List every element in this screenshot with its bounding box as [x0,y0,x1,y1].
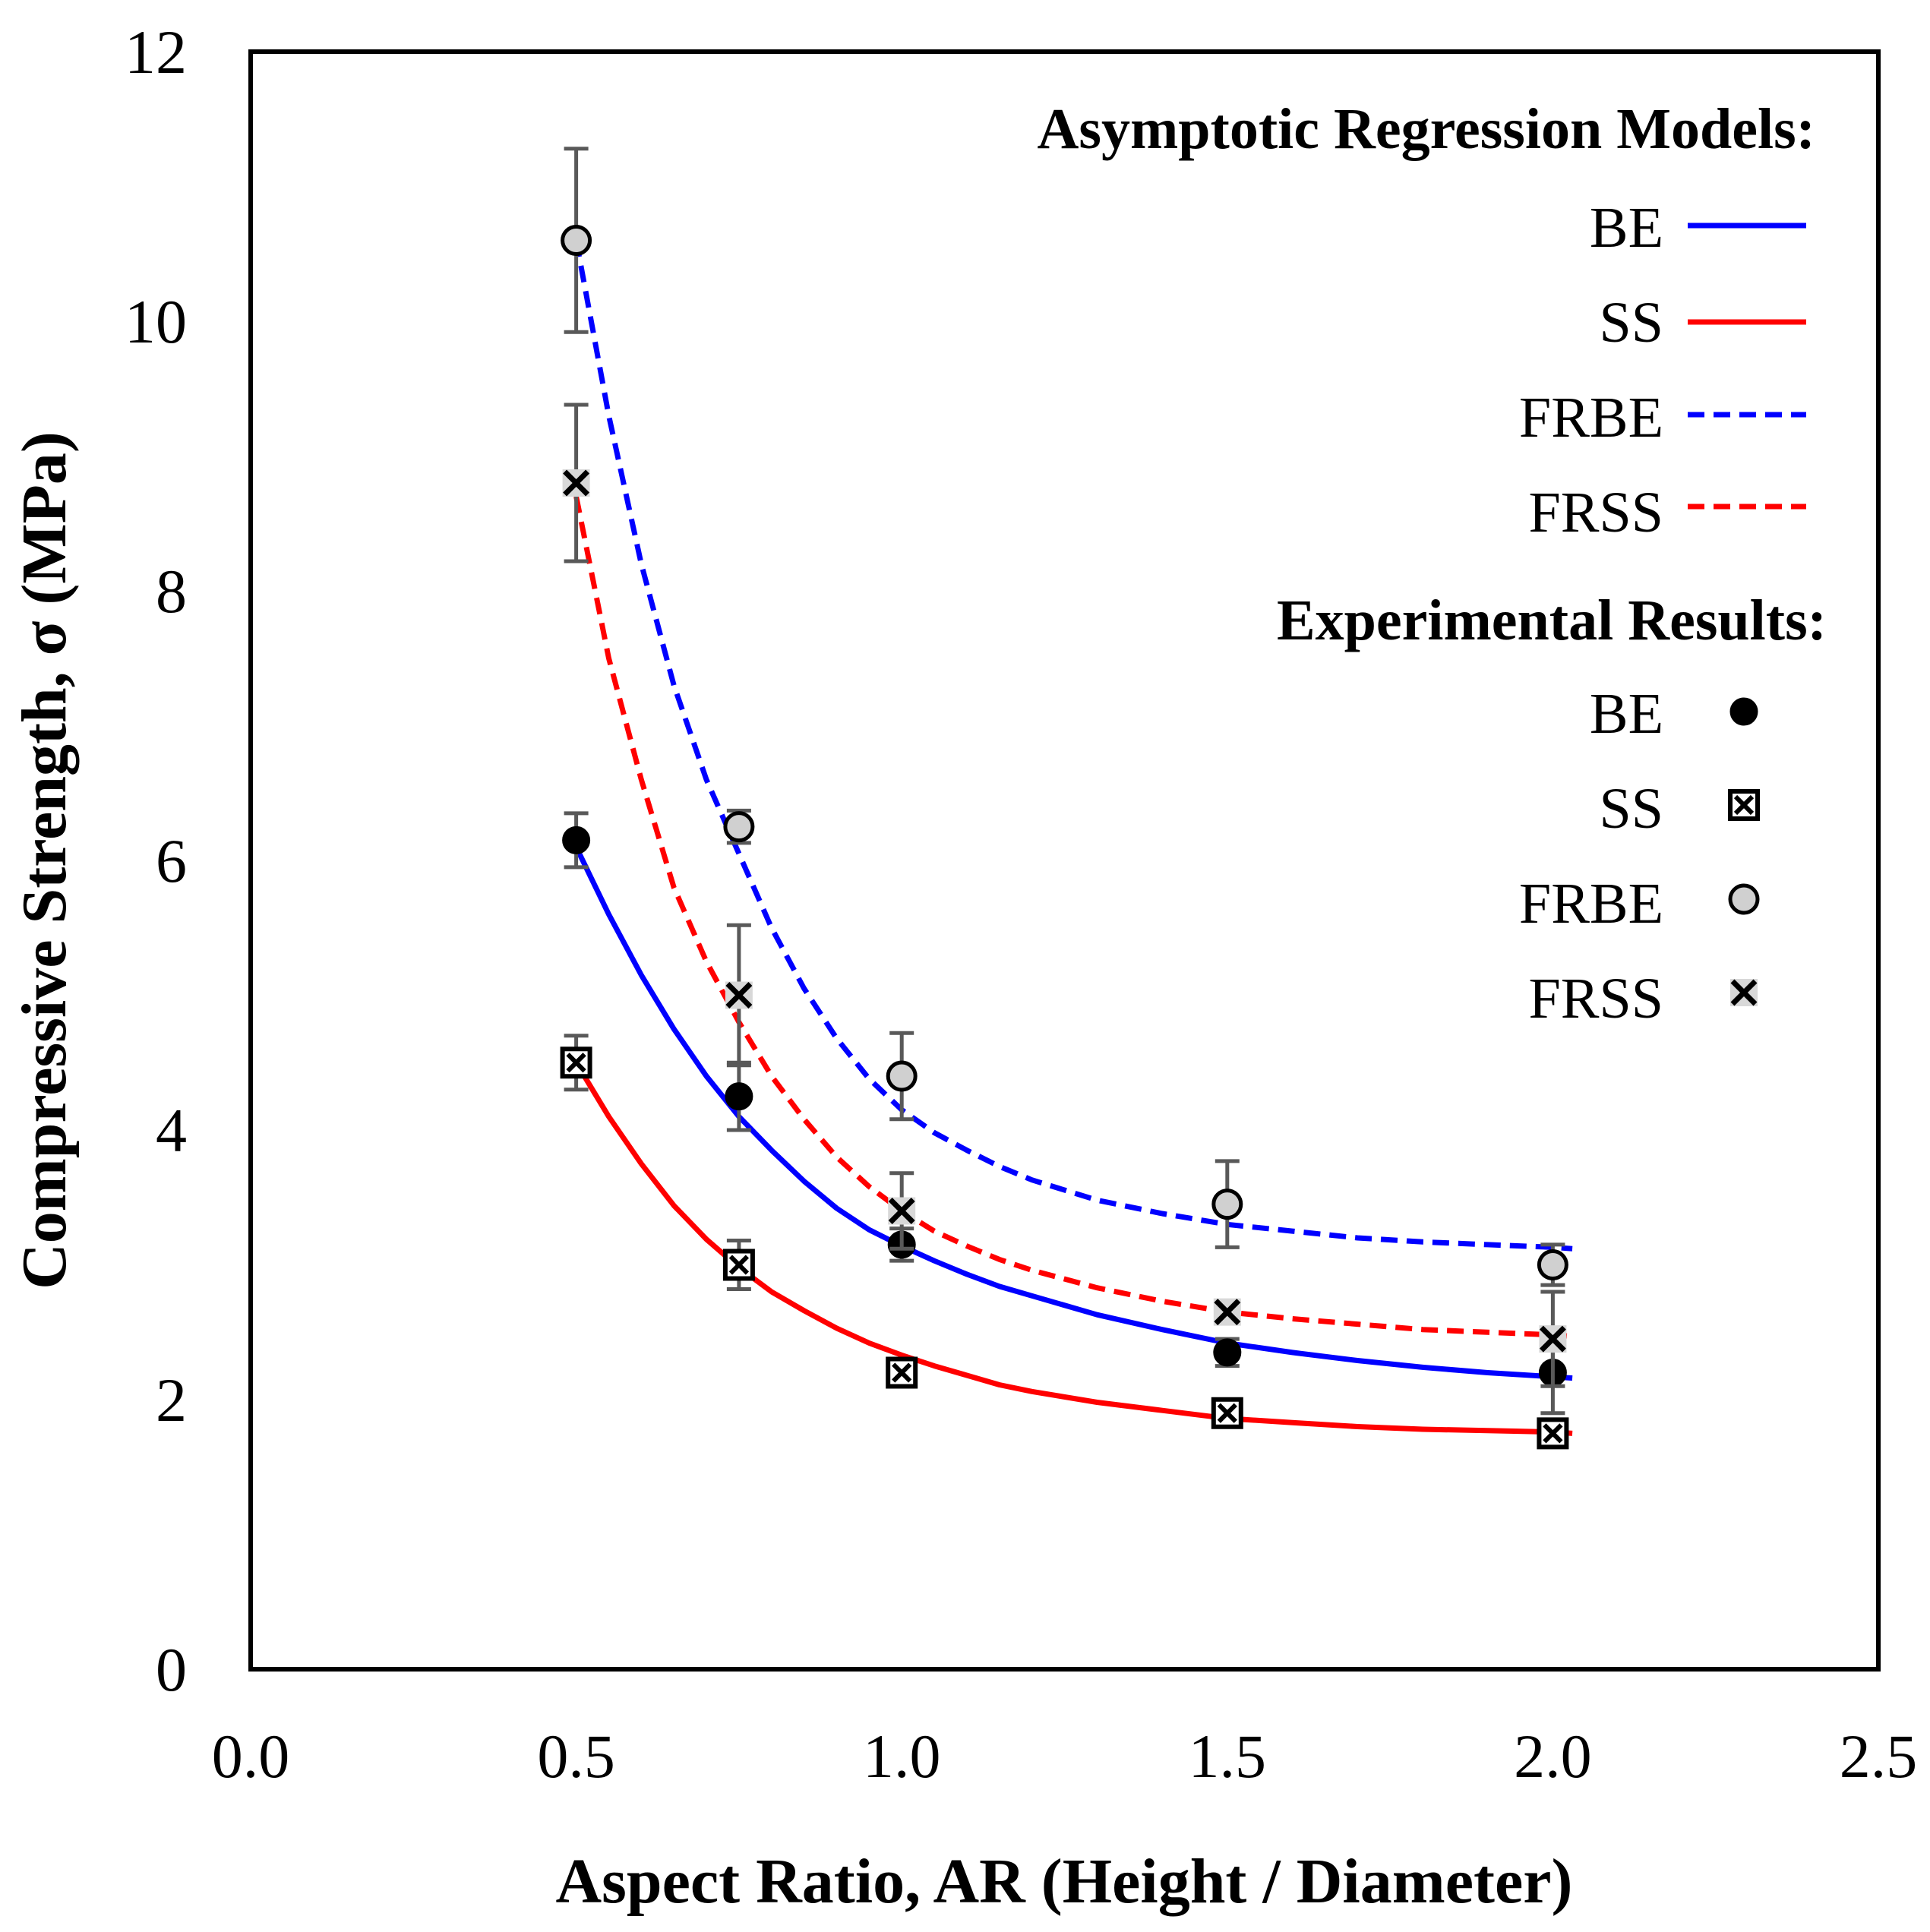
legend-result-frss-marker [1730,979,1758,1006]
x-tick-label-0: 0.0 [212,1722,290,1791]
legend-results-heading: Experimental Results: [1277,589,1827,652]
legend-model-ss-label: SS [1599,291,1663,355]
legend-result-be-marker-shape [1729,697,1758,726]
exp-frbe-point-4 [1537,1249,1568,1280]
exp-be-point-0 [562,826,591,854]
legend-model-frbe-label: FRBE [1519,386,1663,450]
exp-frss-point-1 [725,981,753,1009]
exp-be-point-1-shape [725,1082,753,1111]
exp-frss-point-4-cross [1539,1325,1566,1353]
exp-ss-point-0-cross [566,1053,586,1073]
x-tick-label-4: 2.0 [1514,1722,1592,1791]
tick-layer: 0.0 0.5 1.0 1.5 2.0 2.5 0 2 4 6 8 10 12 [125,17,1917,1791]
x-tick-label-1: 0.5 [537,1722,615,1791]
exp-frbe-point-4-shape [1537,1249,1568,1280]
legend-result-ss-label: SS [1599,777,1663,841]
y-tick-label-5: 10 [125,287,187,356]
legend-models-heading: Asymptotic Regression Models: [1038,97,1815,161]
exp-frss-point-3 [1213,1298,1241,1326]
exp-ss-point-1 [722,1249,755,1281]
exp-frss-point-0 [562,469,590,497]
legend-model-be-label: BE [1590,196,1663,260]
model-curve-be [573,845,1573,1381]
y-tick-label-0: 0 [156,1635,187,1704]
legend-result-ss-marker [1728,789,1760,821]
exp-ss-point-3 [1211,1397,1243,1429]
exp-frbe-point-2-shape [886,1060,918,1092]
y-tick-label-1: 2 [156,1365,187,1435]
exp-ss-point-1-cross [728,1255,750,1275]
legend-markers [1728,697,1760,1006]
exp-frbe-point-0-shape [561,225,592,256]
legend-model-frss-label: FRSS [1529,481,1664,545]
exp-be-point-3-shape [1213,1338,1242,1367]
y-tick-label-3: 6 [156,826,187,895]
x-tick-label-5: 2.5 [1840,1722,1918,1791]
legend-result-ss-marker-cross [1733,794,1755,816]
legend-result-be-marker [1729,697,1758,726]
exp-frss-point-3-cross [1214,1299,1241,1326]
legend-result-frss-marker-cross [1730,979,1758,1006]
exp-frbe-point-2 [886,1060,918,1092]
legend-result-frss-label: FRSS [1529,967,1664,1031]
exp-ss-point-3-cross [1217,1403,1237,1423]
y-tick-label-4: 8 [156,557,187,626]
series-layer [573,239,1573,1436]
exp-ss-point-4-cross [1543,1423,1563,1444]
legend-result-frbe-marker-shape [1728,883,1760,915]
exp-frbe-point-3 [1211,1189,1243,1220]
y-axis-title: Compressive Strength, σ (MPa) [9,431,80,1290]
exp-frbe-point-1-shape [723,811,755,843]
exp-frss-point-1-cross [725,982,753,1009]
model-curve-frbe [573,239,1573,1252]
x-axis-title: Aspect Ratio, AR (Height / Diameter) [556,1846,1573,1917]
model-curve-ss [573,1061,1573,1436]
exp-ss-point-4 [1537,1417,1569,1450]
model-curve-frss [573,496,1573,1340]
legend-result-frbe-marker [1728,883,1760,915]
x-tick-label-3: 1.5 [1189,1722,1267,1791]
exp-frss-point-4 [1539,1325,1567,1353]
exp-frbe-point-0 [561,225,592,256]
y-tick-label-2: 4 [156,1096,187,1165]
exp-be-point-0-shape [562,826,591,854]
exp-ss-point-2 [886,1356,918,1389]
exp-ss-point-2-cross [892,1362,912,1383]
exp-frss-point-2 [888,1197,916,1225]
exp-frss-point-0-cross [563,469,590,497]
marker-layer [560,147,1569,1450]
exp-ss-point-0 [560,1046,592,1079]
exp-be-point-1 [725,1082,753,1111]
exp-frbe-point-1 [723,811,755,843]
legend: Asymptotic Regression Models: BE SS FRBE… [1038,97,1827,1031]
plot-frame [248,49,1881,1672]
exp-frss-point-2-cross [888,1198,915,1224]
y-tick-label-6: 12 [125,17,187,87]
x-tick-label-2: 1.0 [863,1722,941,1791]
exp-frbe-point-3-shape [1211,1189,1243,1220]
legend-result-be-label: BE [1590,682,1663,746]
legend-result-frbe-label: FRBE [1519,872,1663,936]
legend-result-ss-marker-box [1728,789,1760,821]
exp-be-point-3 [1213,1338,1242,1367]
